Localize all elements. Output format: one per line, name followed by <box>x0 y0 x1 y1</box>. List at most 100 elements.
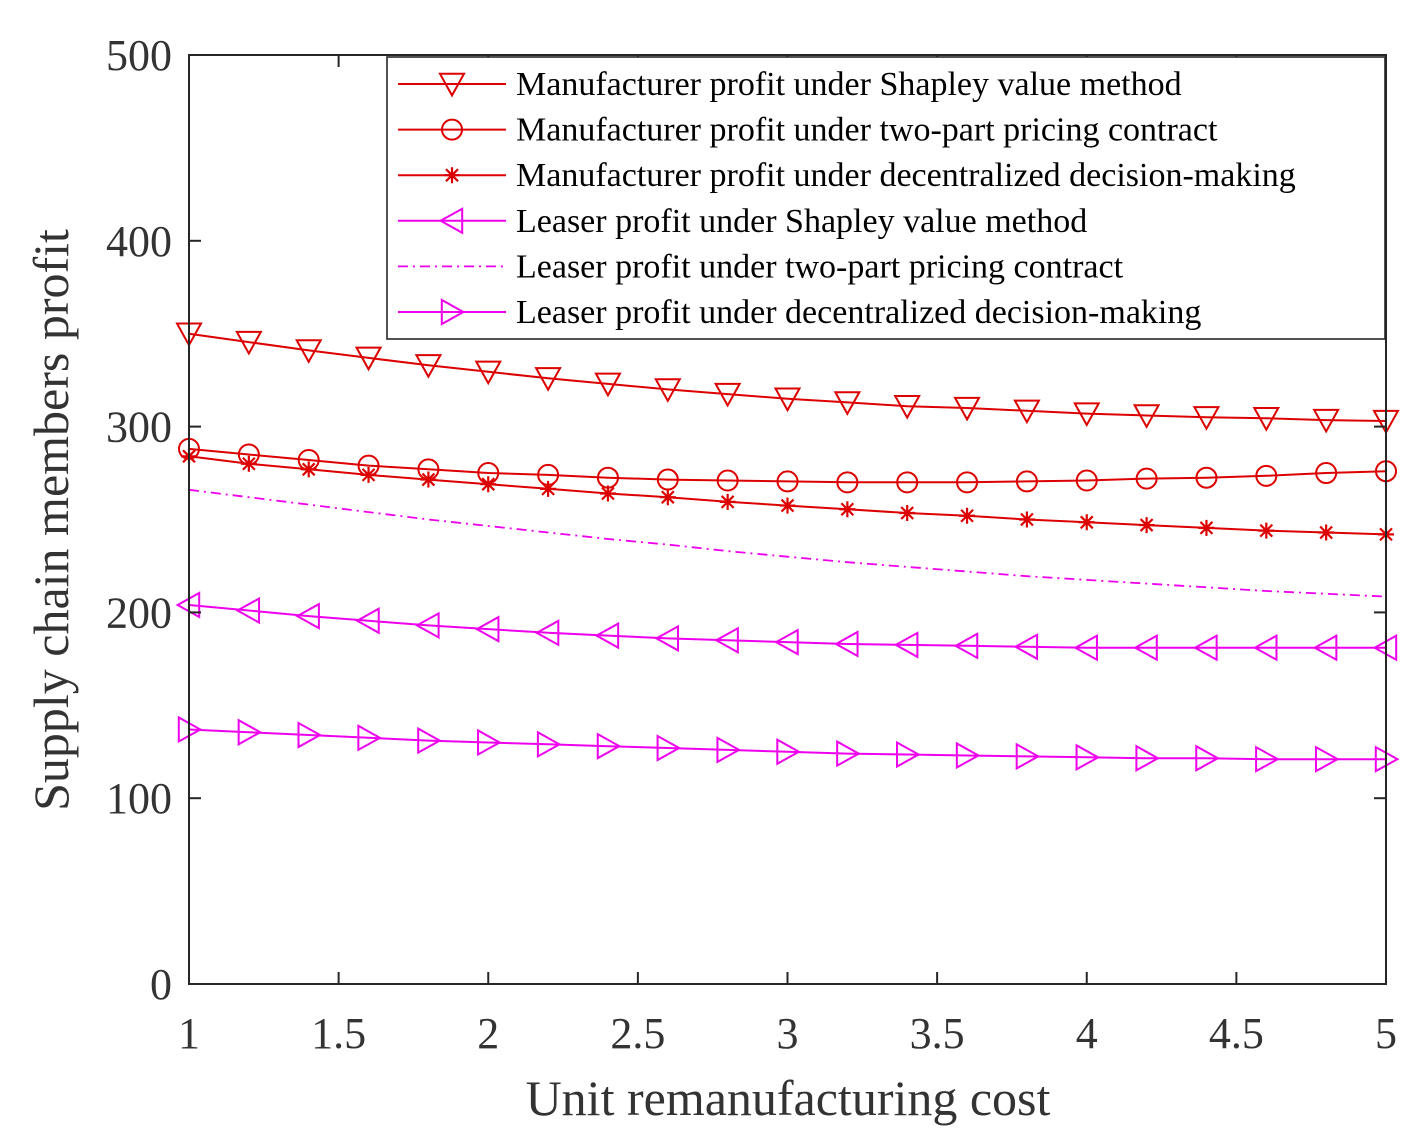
legend-label: Leaser profit under Shapley value method <box>516 203 1087 240</box>
data-point <box>1015 470 1038 493</box>
data-point <box>1258 522 1275 539</box>
series-line <box>188 332 1387 422</box>
legend-box <box>386 56 1386 340</box>
data-point <box>474 615 500 643</box>
data-point <box>833 630 859 658</box>
data-point <box>1192 634 1218 662</box>
x-tick-label: 3.5 <box>910 1009 965 1058</box>
x-tick-label: 3 <box>777 1009 799 1058</box>
data-point <box>596 732 622 760</box>
data-point <box>414 611 440 640</box>
data-point <box>955 741 981 770</box>
legend-marker <box>438 207 464 235</box>
legend: Manufacturer profit under Shapley value … <box>386 56 1386 340</box>
data-point <box>1078 514 1095 531</box>
legend-entry: Leaser profit under decentralized decisi… <box>398 294 1201 331</box>
series-line <box>188 447 1387 484</box>
data-point <box>779 497 796 514</box>
legend-entry: Manufacturer profit under Shapley value … <box>398 66 1182 103</box>
data-point <box>237 718 263 746</box>
data-point <box>714 626 739 654</box>
data-point <box>1135 744 1161 772</box>
data-point <box>1073 634 1098 662</box>
legend-entry: Manufacturer profit under decentralized … <box>398 157 1296 194</box>
y-tick-label: 400 <box>106 217 172 266</box>
data-point <box>1198 519 1215 536</box>
data-point <box>716 469 739 492</box>
data-point <box>713 382 742 408</box>
data-point <box>295 339 323 364</box>
data-point <box>1252 407 1280 432</box>
data-point <box>716 736 742 764</box>
series-manufacturer-profit-under-shapley-value-method <box>175 322 1400 435</box>
data-point <box>719 493 736 510</box>
legend-marker <box>441 118 463 141</box>
data-point <box>534 619 560 647</box>
y-tick-label: 500 <box>106 31 172 80</box>
data-point <box>896 471 919 494</box>
data-point <box>656 734 682 762</box>
data-point <box>480 476 497 493</box>
data-point <box>536 730 562 759</box>
data-point <box>1075 743 1101 772</box>
data-point <box>774 628 799 656</box>
data-point <box>1075 469 1098 492</box>
data-point <box>833 391 862 416</box>
data-point <box>297 721 323 749</box>
data-point <box>1315 462 1338 485</box>
data-point <box>1135 467 1158 490</box>
data-point <box>659 489 676 506</box>
x-tick-label: 4.5 <box>1209 1009 1264 1058</box>
data-point <box>836 739 861 768</box>
data-point <box>599 485 616 502</box>
x-tick-label: 2.5 <box>610 1009 665 1058</box>
data-point <box>839 501 856 518</box>
data-point <box>420 471 437 488</box>
series-line <box>188 488 1387 598</box>
data-point <box>354 346 383 372</box>
data-point <box>1138 517 1155 534</box>
data-point <box>776 738 801 766</box>
data-point <box>414 354 443 379</box>
data-point <box>1015 742 1041 771</box>
legend-entry: Leaser profit under two-part pricing con… <box>398 248 1124 285</box>
data-point <box>594 621 620 650</box>
data-point <box>1132 404 1161 429</box>
data-point <box>773 387 802 413</box>
data-point <box>357 724 383 752</box>
data-point <box>1312 408 1340 434</box>
data-point <box>235 596 261 625</box>
data-point <box>956 471 979 494</box>
series-manufacturer-profit-under-decentralized-decision-making <box>181 448 1394 543</box>
data-point <box>474 360 502 386</box>
y-tick-label: 200 <box>106 588 172 637</box>
x-tick-label: 1 <box>178 1009 200 1058</box>
series-line <box>188 604 1386 649</box>
data-point <box>240 455 257 472</box>
data-point <box>417 726 442 755</box>
data-point <box>1195 466 1218 489</box>
data-point <box>300 461 317 478</box>
data-point <box>1252 634 1278 662</box>
data-point <box>1195 744 1220 772</box>
legend-entry: Leaser profit under Shapley value method <box>398 203 1087 240</box>
data-point <box>1013 633 1039 661</box>
x-tick-label: 4 <box>1076 1009 1098 1058</box>
legend-label: Manufacturer profit under decentralized … <box>516 157 1296 194</box>
y-axis-title: Supply chain members profit <box>23 229 79 811</box>
y-tick-label: 0 <box>150 960 172 1009</box>
data-point <box>1192 406 1221 431</box>
data-point <box>594 372 622 398</box>
y-tick-label: 300 <box>106 403 172 452</box>
data-point <box>1073 402 1101 428</box>
data-point <box>654 624 679 653</box>
data-point <box>1314 745 1340 773</box>
data-point <box>899 504 916 521</box>
x-tick-label: 5 <box>1375 1009 1397 1058</box>
data-point <box>1013 399 1041 425</box>
legend-marker <box>444 167 460 184</box>
legend-label: Manufacturer profit under two-part prici… <box>516 112 1218 149</box>
legend-label: Leaser profit under two-part pricing con… <box>516 248 1124 285</box>
data-point <box>235 330 263 356</box>
